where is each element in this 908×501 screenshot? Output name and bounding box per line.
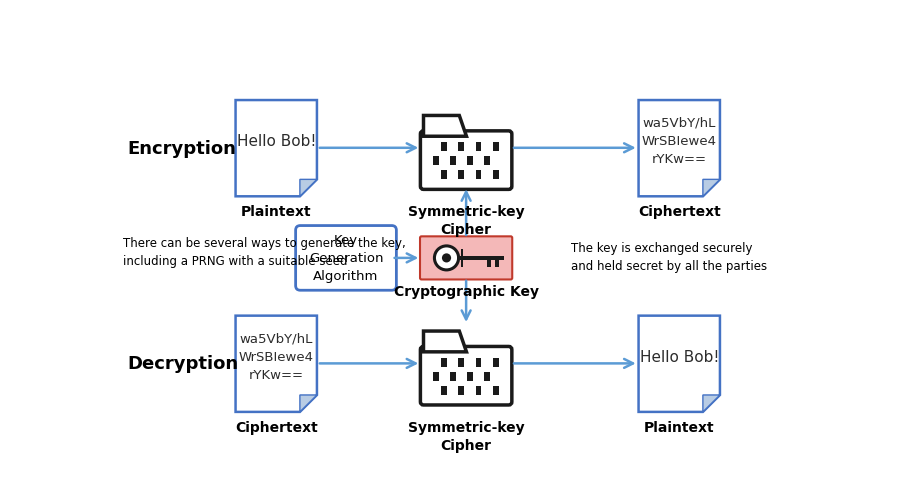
- Bar: [492, 386, 498, 395]
- Bar: [476, 171, 481, 179]
- Text: Ciphertext: Ciphertext: [235, 420, 318, 434]
- Bar: [441, 171, 448, 179]
- Bar: [467, 372, 473, 381]
- Bar: [441, 358, 448, 367]
- Text: Encryption: Encryption: [127, 139, 236, 157]
- Bar: [492, 171, 498, 179]
- Bar: [457, 256, 504, 261]
- Bar: [459, 171, 464, 179]
- Bar: [476, 143, 481, 152]
- Bar: [459, 143, 464, 152]
- Bar: [495, 261, 499, 268]
- Text: Hello Bob!: Hello Bob!: [237, 134, 316, 149]
- Bar: [488, 261, 491, 268]
- Bar: [492, 358, 498, 367]
- Bar: [441, 386, 448, 395]
- Bar: [460, 250, 463, 267]
- Bar: [484, 372, 490, 381]
- Bar: [492, 143, 498, 152]
- Bar: [459, 358, 464, 367]
- Bar: [450, 157, 456, 166]
- Bar: [450, 372, 456, 381]
- Polygon shape: [638, 101, 720, 197]
- Text: Plaintext: Plaintext: [241, 204, 311, 218]
- Text: Decryption: Decryption: [127, 355, 239, 373]
- Polygon shape: [703, 395, 720, 412]
- Text: The key is exchanged securely
and held secret by all the parties: The key is exchanged securely and held s…: [571, 241, 767, 273]
- Polygon shape: [235, 101, 317, 197]
- Polygon shape: [235, 316, 317, 412]
- Text: Hello Bob!: Hello Bob!: [639, 349, 719, 364]
- Circle shape: [442, 254, 451, 263]
- Polygon shape: [703, 180, 720, 197]
- Polygon shape: [638, 316, 720, 412]
- Text: wa5VbY/hL
WrSBIewe4
rYKw==: wa5VbY/hL WrSBIewe4 rYKw==: [642, 117, 716, 166]
- Text: Symmetric-key
Cipher: Symmetric-key Cipher: [408, 204, 525, 237]
- Bar: [433, 372, 439, 381]
- FancyBboxPatch shape: [420, 347, 512, 405]
- Text: There can be several ways to generate the key,
including a PRNG with a suitable : There can be several ways to generate th…: [123, 237, 406, 268]
- Polygon shape: [423, 116, 467, 137]
- Bar: [459, 386, 464, 395]
- Text: Cryptographic Key: Cryptographic Key: [394, 285, 538, 299]
- Text: wa5VbY/hL
WrSBIewe4
rYKw==: wa5VbY/hL WrSBIewe4 rYKw==: [239, 332, 314, 381]
- Bar: [433, 157, 439, 166]
- Text: Symmetric-key
Cipher: Symmetric-key Cipher: [408, 420, 525, 452]
- FancyBboxPatch shape: [296, 226, 397, 291]
- Bar: [467, 157, 473, 166]
- Text: Plaintext: Plaintext: [644, 420, 715, 434]
- Text: Ciphertext: Ciphertext: [638, 204, 721, 218]
- Polygon shape: [300, 395, 317, 412]
- Polygon shape: [423, 331, 467, 352]
- Bar: [476, 358, 481, 367]
- Polygon shape: [300, 180, 317, 197]
- Text: Key
Generation
Algorithm: Key Generation Algorithm: [309, 234, 383, 283]
- FancyBboxPatch shape: [420, 237, 512, 280]
- FancyBboxPatch shape: [420, 132, 512, 190]
- Bar: [484, 157, 490, 166]
- Bar: [476, 386, 481, 395]
- Circle shape: [434, 246, 459, 271]
- Bar: [441, 143, 448, 152]
